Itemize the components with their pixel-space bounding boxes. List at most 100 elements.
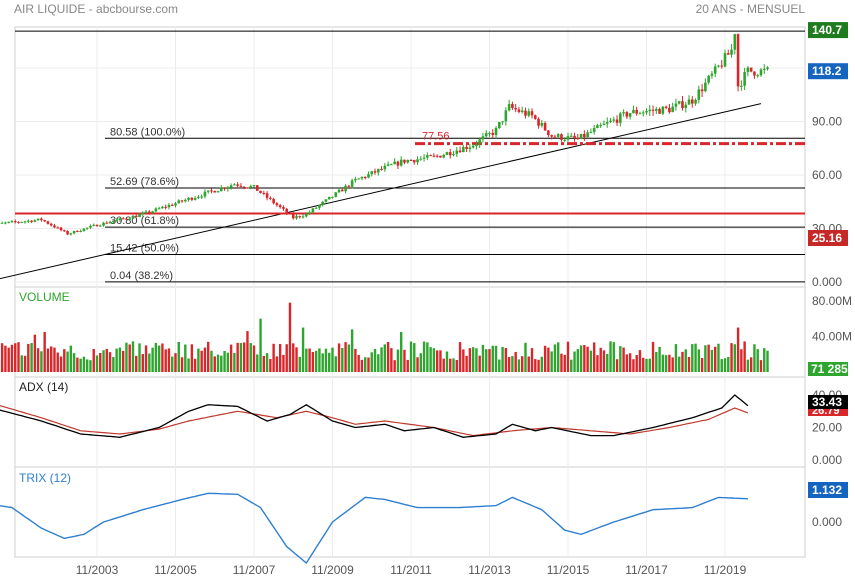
candle-body	[213, 190, 217, 193]
volume-bar	[10, 344, 14, 372]
candle-body	[576, 138, 580, 140]
fibonacci-label: 0.04 (38.2%)	[110, 270, 173, 282]
volume-bar	[27, 343, 30, 372]
candle-body	[85, 227, 89, 229]
volume-bar	[246, 331, 249, 372]
volume-bar	[210, 350, 213, 372]
volume-bar	[576, 349, 580, 372]
candle-body	[236, 184, 239, 186]
volume-bar	[370, 352, 373, 372]
volume-bar	[354, 348, 357, 372]
candle-body	[596, 125, 599, 129]
volume-bar	[445, 351, 449, 372]
fibonacci-label: 52.69 (78.6%)	[110, 176, 179, 188]
volume-bar	[606, 353, 609, 372]
candle-body	[707, 75, 710, 83]
volume-bar	[233, 352, 236, 372]
candle-body	[484, 133, 488, 137]
volume-bar	[108, 352, 112, 372]
dashed-level-label: 77.56	[422, 131, 450, 143]
candle-body	[210, 190, 213, 192]
candle-body	[112, 221, 115, 223]
candle-body	[95, 224, 99, 227]
resistance-value: 140.7	[812, 23, 842, 37]
candle-body	[242, 186, 246, 188]
volume-bar	[321, 353, 324, 372]
candle-body	[0, 222, 4, 224]
candle-body	[563, 139, 567, 141]
volume-bar	[534, 359, 537, 372]
volume-bar	[648, 358, 651, 372]
candle-body	[249, 186, 253, 188]
candle-body	[481, 136, 485, 140]
volume-bar	[763, 348, 766, 372]
volume-bar	[478, 355, 481, 372]
volume-bar	[651, 341, 655, 372]
volume-bar	[341, 347, 344, 372]
candle-body	[373, 171, 377, 173]
volume-bar	[583, 345, 586, 372]
adx-last-box	[808, 395, 848, 409]
volume-bar	[720, 359, 723, 372]
candle-body	[59, 227, 63, 231]
volume-bar	[753, 344, 756, 372]
x-tick-label: 11/2003	[76, 563, 119, 577]
candle-body	[710, 73, 714, 76]
candle-body	[409, 159, 413, 161]
volume-bar	[723, 358, 727, 372]
volume-bar	[645, 358, 648, 372]
candle-body	[105, 222, 109, 224]
last-price-value-box	[808, 63, 848, 80]
candle-body	[645, 111, 648, 113]
volume-title: VOLUME	[19, 290, 70, 304]
candle-body	[429, 155, 432, 157]
volume-bar	[308, 348, 311, 372]
candle-body	[66, 230, 69, 235]
candle-body	[131, 215, 135, 219]
volume-bar	[154, 342, 158, 372]
candle-body	[128, 218, 132, 220]
candle-body	[170, 204, 174, 206]
volume-bar	[380, 347, 383, 372]
candle-body	[465, 146, 468, 149]
volume-bar	[573, 351, 576, 372]
chart-title: AIR LIQUIDE - abcbourse.com	[14, 2, 179, 16]
candle-body	[246, 187, 249, 189]
volume-bar	[72, 353, 76, 372]
volume-bar	[426, 342, 429, 372]
volume-bar	[213, 356, 216, 372]
volume-bar	[419, 353, 423, 372]
candle-body	[252, 185, 256, 187]
candle-body	[412, 160, 416, 163]
candle-body	[609, 120, 612, 123]
candle-body	[164, 206, 167, 208]
volume-bar	[265, 353, 269, 372]
volume-bar	[115, 348, 118, 372]
volume-bar	[135, 355, 138, 372]
volume-bar	[713, 346, 717, 372]
candle-body	[62, 230, 66, 232]
volume-bar	[432, 348, 436, 372]
volume-bar	[553, 344, 557, 372]
volume-bar	[298, 356, 301, 372]
candle-body	[762, 68, 766, 70]
candle-body	[615, 119, 619, 123]
volume-bar	[592, 342, 596, 372]
candle-body	[723, 53, 727, 67]
candle-body	[740, 85, 743, 87]
candle-body	[311, 208, 315, 213]
volume-bar	[256, 354, 259, 372]
volume-bar	[717, 343, 720, 372]
candle-body	[17, 221, 20, 223]
volume-bar	[223, 351, 226, 372]
volume-bar	[79, 358, 82, 372]
volume-bar	[112, 356, 115, 372]
candle-body	[314, 207, 318, 209]
candle-body	[108, 222, 112, 224]
candle-body	[144, 211, 148, 213]
candle-body	[53, 225, 56, 228]
candle-body	[419, 158, 423, 160]
support-value: 25.16	[812, 231, 842, 245]
volume-bar	[413, 343, 416, 372]
candle-body	[190, 197, 194, 200]
